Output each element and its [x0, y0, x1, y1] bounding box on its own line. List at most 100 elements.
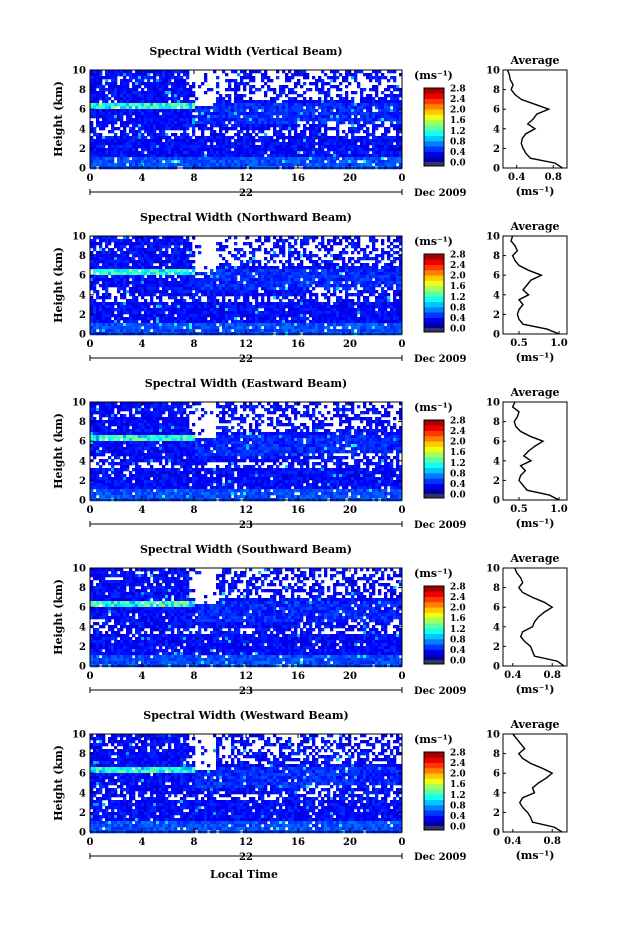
heatmap-cell: [261, 112, 265, 116]
heatmap-cell: [330, 278, 334, 282]
heatmap-cell: [240, 293, 244, 297]
heatmap-cell: [216, 160, 220, 164]
heatmap-cell: [339, 136, 343, 140]
heatmap-cell: [273, 260, 277, 264]
heatmap-cell: [387, 239, 391, 243]
heatmap-cell: [303, 109, 307, 113]
heatmap-cell: [345, 160, 349, 164]
heatmap-cell: [285, 124, 289, 128]
heatmap-cell: [165, 70, 169, 74]
heatmap-cell: [261, 142, 265, 146]
heatmap-cell: [246, 272, 250, 276]
heatmap-cell: [120, 239, 124, 243]
heatmap-cell: [303, 133, 307, 137]
heatmap-cell: [126, 121, 130, 125]
heatmap-cell: [183, 284, 187, 288]
heatmap-cell: [375, 263, 379, 267]
heatmap-cell: [90, 136, 94, 140]
heatmap-cell: [312, 275, 316, 279]
heatmap-cell: [153, 260, 157, 264]
heatmap-cell: [387, 287, 391, 291]
heatmap-cell: [246, 82, 250, 86]
heatmap-cell: [204, 142, 208, 146]
heatmap-cell: [120, 245, 124, 249]
heatmap-cell: [165, 157, 169, 161]
heatmap-cell: [234, 287, 238, 291]
heatmap-cell: [231, 293, 235, 297]
heatmap-cell: [264, 302, 268, 306]
heatmap-cell: [261, 281, 265, 285]
heatmap-cell: [264, 133, 268, 137]
heatmap-cell: [285, 79, 289, 83]
heatmap-cell: [222, 296, 226, 300]
heatmap-cell: [147, 70, 151, 74]
heatmap-cell: [96, 317, 100, 321]
heatmap-cell: [150, 296, 154, 300]
heatmap-cell: [219, 248, 223, 252]
heatmap-cell: [384, 290, 388, 294]
heatmap-cell: [255, 293, 259, 297]
heatmap-cell: [315, 109, 319, 113]
heatmap-cell: [93, 302, 97, 306]
heatmap-cell: [99, 85, 103, 89]
heatmap-cell: [93, 88, 97, 92]
heatmap-cell: [165, 266, 169, 270]
heatmap-cell: [387, 272, 391, 276]
heatmap-cell: [291, 293, 295, 297]
heatmap-cell: [396, 148, 400, 152]
heatmap-cell: [345, 148, 349, 152]
heatmap-cell: [294, 91, 298, 95]
heatmap-cell: [159, 242, 163, 246]
heatmap-cell: [165, 254, 169, 258]
heatmap-cell: [282, 136, 286, 140]
heatmap-cell: [357, 109, 361, 113]
heatmap-cell: [333, 311, 337, 315]
heatmap-cell: [249, 70, 253, 74]
heatmap-cell: [321, 163, 325, 167]
heatmap-cell: [195, 245, 199, 249]
heatmap-cell: [162, 88, 166, 92]
heatmap-cell: [234, 124, 238, 128]
heatmap-cell: [135, 100, 139, 104]
heatmap-cell: [144, 248, 148, 252]
heatmap-cell: [378, 103, 382, 107]
heatmap-cell: [162, 260, 166, 264]
heatmap-cell: [114, 317, 118, 321]
heatmap-cell: [267, 239, 271, 243]
heatmap-cell: [174, 106, 178, 110]
heatmap-cell: [279, 136, 283, 140]
heatmap-cell: [333, 314, 337, 318]
heatmap-cell: [207, 148, 211, 152]
heatmap-cell: [162, 70, 166, 74]
heatmap-cell: [342, 157, 346, 161]
heatmap-cell: [234, 109, 238, 113]
heatmap-cell: [96, 269, 100, 273]
heatmap-cell: [171, 154, 175, 158]
heatmap-cell: [288, 236, 292, 240]
heatmap-cell: [96, 70, 100, 74]
heatmap-cell: [165, 97, 169, 101]
heatmap-cell: [339, 139, 343, 143]
heatmap-cell: [249, 251, 253, 255]
heatmap-cell: [378, 100, 382, 104]
heatmap-cell: [363, 248, 367, 252]
heatmap-cell: [219, 305, 223, 309]
heatmap-cell: [267, 275, 271, 279]
heatmap-cell: [231, 302, 235, 306]
heatmap-cell: [225, 272, 229, 276]
heatmap-cell: [195, 290, 199, 294]
heatmap-cell: [129, 160, 133, 164]
heatmap-cell: [363, 160, 367, 164]
heatmap-cell: [153, 100, 157, 104]
heatmap-cell: [93, 85, 97, 89]
heatmap-cell: [207, 127, 211, 131]
heatmap-cell: [153, 88, 157, 92]
heatmap-cell: [183, 82, 187, 86]
heatmap-cell: [138, 79, 142, 83]
heatmap-cell: [354, 302, 358, 306]
heatmap-cell: [357, 103, 361, 107]
heatmap-cell: [165, 118, 169, 122]
heatmap-cell: [120, 124, 124, 128]
heatmap-cell: [198, 106, 202, 110]
heatmap-cell: [267, 118, 271, 122]
